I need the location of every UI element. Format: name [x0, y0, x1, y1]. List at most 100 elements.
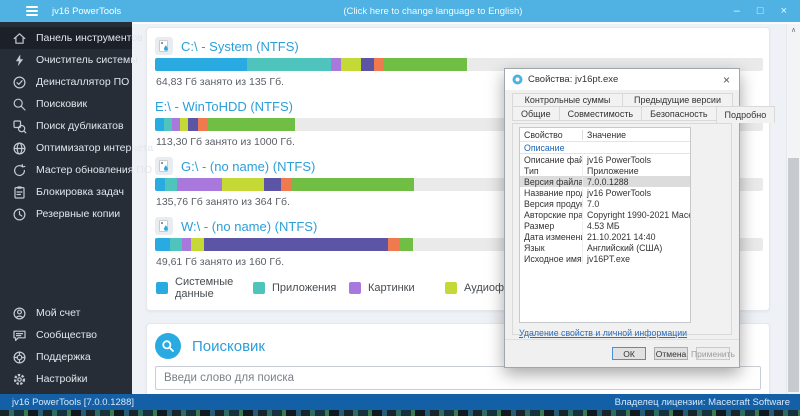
tab-Контрольные суммы[interactable]: Контрольные суммы [512, 93, 623, 107]
menu-icon[interactable] [26, 6, 38, 16]
property-value: jv16 PowerTools [587, 154, 652, 165]
refresh-icon [12, 163, 27, 178]
bar-segment-system [155, 58, 248, 71]
sidebar-item-label: Поиск дубликатов [36, 120, 124, 132]
check-circle-icon [12, 75, 27, 90]
bar-segment-apps [164, 178, 177, 191]
scroll-up-icon[interactable]: ∧ [790, 27, 797, 34]
property-name: Дата изменения [520, 231, 583, 242]
sidebar-item-chat[interactable]: Сообщество [0, 324, 132, 346]
tab-Подробно[interactable]: Подробно [715, 106, 776, 123]
property-row: Версия файла 7.0.0.1288 [520, 176, 690, 187]
sidebar-item-refresh[interactable]: Мастер обновления ПО [0, 159, 152, 181]
bar-segment-system [155, 178, 165, 191]
drive-usage-block: C:\ - System (NTFS) 64,83 Гб занято из 13… [155, 36, 763, 88]
close-button[interactable]: × [780, 4, 787, 17]
property-value: Английский (США) [587, 242, 663, 253]
bar-segment-pictures [331, 58, 342, 71]
dialog-app-icon [512, 74, 523, 85]
status-version: jv16 PowerTools [7.0.0.1288] [12, 396, 134, 408]
ok-button[interactable]: ОК [612, 347, 646, 360]
minimize-button[interactable]: – [733, 4, 740, 17]
tab-Общие[interactable]: Общие [512, 106, 560, 121]
property-row: Размер 4.53 МБ [520, 220, 690, 231]
property-row: Дата изменения 21.10.2021 14:40 [520, 231, 690, 242]
property-row: Тип Приложение [520, 165, 690, 176]
sidebar-item-label: Мой счет [36, 307, 81, 319]
cancel-button[interactable]: Отмена [654, 347, 688, 360]
sidebar-item-label: Поисковик [36, 98, 88, 110]
property-name: Версия файла [520, 176, 583, 187]
tab-Совместимость[interactable]: Совместимость [558, 106, 643, 121]
property-name: Название продукта [520, 187, 583, 198]
sidebar-item-support[interactable]: Поддержка [0, 346, 132, 368]
tab-Предыдущие версии[interactable]: Предыдущие версии [622, 93, 733, 107]
sidebar-item-label: Деинсталлятор ПО [36, 76, 130, 88]
property-value: Приложение [587, 165, 639, 176]
legend-item: Приложения [253, 276, 349, 300]
drive-usage-text: 135,76 Гб занято из 364 Гб. [156, 196, 290, 208]
sidebar-item-account[interactable]: Мой счет [0, 302, 132, 324]
remove-properties-link[interactable]: Удаление свойств и личной информации [519, 328, 688, 338]
search-input[interactable] [155, 366, 761, 390]
drive-title: C:\ - System (NTFS) [155, 36, 761, 56]
sidebar-item-check-circle[interactable]: Деинсталлятор ПО [0, 71, 132, 93]
scrollbar[interactable]: ∧ [786, 24, 800, 394]
sidebar-item-label: Поддержка [36, 351, 91, 363]
language-switch-link[interactable]: (Click here to change language to Englis… [343, 5, 523, 17]
sidebar-item-duplicate-search[interactable]: Поиск дубликатов [0, 115, 132, 137]
bar-segment-other [291, 178, 414, 191]
bar-segment-other [384, 58, 468, 71]
bar-segment-audio [191, 238, 205, 251]
sidebar-item-gear[interactable]: Настройки [0, 368, 132, 390]
bar-segment-docs [387, 238, 400, 251]
property-value: Copyright 1990-2021 Macecraft S... [587, 209, 690, 220]
maximize-button[interactable]: □ [756, 4, 764, 17]
bar-segment-pictures [181, 238, 192, 251]
legend-label: Приложения [272, 282, 337, 294]
bar-segment-other [399, 238, 413, 251]
drive-usage-text: 49,61 Гб занято из 160 Гб. [156, 256, 285, 268]
app-title: jv16 PowerTools [52, 5, 122, 17]
sidebar-item-globe[interactable]: Оптимизатор интернета [0, 137, 153, 159]
scrollbar-thumb[interactable] [788, 158, 799, 392]
sidebar-item-label: Оптимизатор интернета [36, 142, 154, 154]
status-license: Владелец лицензии: Macecraft Software [614, 396, 790, 408]
sidebar-item-lightning[interactable]: Очиститель системы [0, 49, 138, 71]
legend-item: Системные данные [156, 276, 253, 300]
property-name: Описание файла [520, 154, 583, 165]
bar-segment-audio [341, 58, 362, 71]
list-header: Свойство Значение [520, 128, 690, 142]
sidebar-item-search[interactable]: Поисковик [0, 93, 132, 115]
duplicate-search-icon [12, 119, 27, 134]
bar-segment-video [361, 58, 374, 71]
property-name: Язык [520, 242, 583, 253]
sidebar-item-label: Блокировка задач [36, 186, 125, 198]
home-icon [12, 31, 27, 46]
property-value: 7.0 [587, 198, 600, 209]
bar-segment-video [187, 118, 198, 131]
status-bar: jv16 PowerTools [7.0.0.1288] Владелец ли… [0, 394, 800, 410]
sidebar-item-clipboard[interactable]: Блокировка задач [0, 181, 132, 203]
drive-title: E:\ - WinToHDD (NTFS) [155, 96, 761, 116]
property-value: Значение [587, 129, 627, 140]
bar-segment-system [155, 238, 170, 251]
drive-name: E:\ - WinToHDD (NTFS) [155, 98, 293, 114]
properties-dialog: Свойства: jv16pt.exe × Контрольные суммы… [504, 68, 776, 368]
property-name: Тип [520, 165, 583, 176]
bar-segment-video [204, 238, 388, 251]
tab-Безопасность[interactable]: Безопасность [641, 106, 717, 121]
gear-icon [12, 372, 27, 387]
account-icon [12, 306, 27, 321]
sidebar-item-home[interactable]: Панель инструментов [0, 27, 143, 49]
sidebar-item-label: Резервные копии [36, 208, 121, 220]
property-value: jv16 PowerTools [587, 187, 652, 198]
dialog-close-icon[interactable]: × [722, 72, 730, 87]
globe-icon [12, 141, 27, 156]
bar-segment-system [155, 118, 165, 131]
bar-segment-pictures [176, 178, 223, 191]
property-value: 7.0.0.1288 [587, 176, 629, 187]
bar-segment-video [263, 178, 282, 191]
sidebar-item-clock[interactable]: Резервные копии [0, 203, 132, 225]
